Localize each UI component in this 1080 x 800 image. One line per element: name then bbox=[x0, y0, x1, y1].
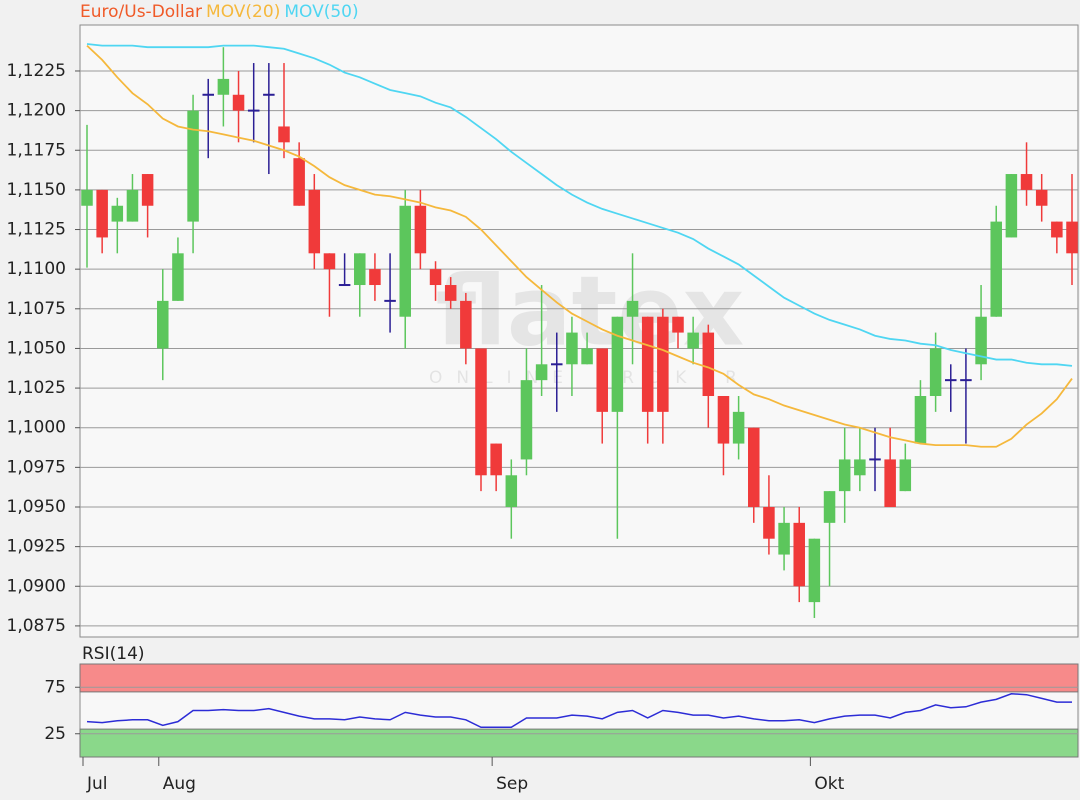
candle-body bbox=[990, 221, 1002, 317]
candle-body bbox=[611, 316, 624, 412]
price-plot-area bbox=[79, 24, 1079, 638]
rsi-label: RSI(14) bbox=[82, 644, 145, 664]
candle-body bbox=[672, 316, 684, 333]
candle-body bbox=[717, 396, 730, 444]
y-tick-label: 1,1150 bbox=[7, 180, 66, 200]
candle-body bbox=[702, 332, 715, 397]
candle-body bbox=[535, 364, 548, 381]
candle-body bbox=[899, 459, 912, 492]
moving-average-line bbox=[86, 44, 1073, 448]
y-tick-label: 75 bbox=[44, 677, 66, 697]
candle-body bbox=[748, 427, 760, 507]
y-tick-label: 1,1000 bbox=[7, 418, 66, 438]
candle-body bbox=[444, 285, 457, 301]
candle-body bbox=[187, 110, 199, 222]
y-tick-label: 1,1125 bbox=[7, 220, 66, 240]
candle-body bbox=[793, 522, 805, 587]
candle-body bbox=[975, 316, 987, 365]
candle-body bbox=[429, 269, 442, 286]
candle-body bbox=[323, 253, 336, 270]
candle-body bbox=[217, 78, 230, 95]
candle-body bbox=[111, 205, 124, 222]
candle-body bbox=[687, 332, 699, 349]
y-tick-label: 1,0950 bbox=[7, 497, 66, 517]
candle-body bbox=[96, 189, 108, 238]
y-tick-label: 1,1100 bbox=[7, 259, 66, 279]
candle-body bbox=[763, 506, 775, 539]
candle-body bbox=[369, 269, 381, 286]
candle-body bbox=[308, 189, 321, 254]
y-tick-label: 1,1225 bbox=[7, 61, 66, 81]
x-tick-label: Jul bbox=[86, 774, 108, 794]
candle-body bbox=[657, 316, 669, 412]
y-tick-label: 25 bbox=[44, 724, 66, 744]
candle-body bbox=[581, 348, 593, 365]
candle-body bbox=[566, 332, 578, 365]
candle-body bbox=[808, 538, 821, 603]
legend-entry: MOV(20) bbox=[206, 2, 280, 22]
legend: Euro/Us-Dollar MOV(20) MOV(50) bbox=[80, 2, 359, 22]
candle-body bbox=[641, 316, 654, 412]
y-tick-label: 1,0925 bbox=[7, 537, 66, 557]
y-tick-label: 1,1050 bbox=[7, 338, 66, 358]
y-tick-label: 1,0875 bbox=[7, 616, 66, 636]
candle-body bbox=[414, 205, 427, 254]
y-tick-label: 1,1025 bbox=[7, 378, 66, 398]
candle-body bbox=[490, 443, 502, 476]
candle-body bbox=[399, 205, 411, 317]
x-tick-label: Aug bbox=[163, 774, 196, 794]
y-tick-label: 1,1175 bbox=[7, 140, 66, 160]
y-tick-label: 1,1075 bbox=[7, 299, 66, 319]
candle-body bbox=[1035, 189, 1048, 206]
candle-body bbox=[1066, 221, 1078, 254]
y-tick-label: 1,1200 bbox=[7, 101, 66, 121]
candle-body bbox=[929, 348, 942, 397]
candle-body bbox=[460, 300, 472, 349]
candle-body bbox=[732, 411, 745, 444]
candle-body bbox=[823, 491, 836, 523]
x-tick-label: Sep bbox=[496, 774, 528, 794]
moving-average-line bbox=[86, 43, 1073, 367]
candle-body bbox=[1020, 174, 1033, 190]
candle-body bbox=[838, 459, 851, 492]
candle-body bbox=[141, 174, 154, 206]
candle-body bbox=[157, 300, 169, 349]
candle-body bbox=[1005, 174, 1018, 238]
candle-body bbox=[854, 459, 866, 476]
candle-body bbox=[1051, 221, 1063, 238]
candle-body bbox=[232, 94, 245, 111]
candle-body bbox=[626, 300, 639, 317]
candle-body bbox=[884, 459, 896, 507]
y-tick-label: 1,0900 bbox=[7, 576, 66, 596]
candle-body bbox=[520, 380, 533, 460]
rsi-line bbox=[86, 693, 1072, 728]
candle-body bbox=[354, 253, 366, 286]
candle-body bbox=[778, 522, 790, 555]
legend-entry: Euro/Us-Dollar bbox=[80, 2, 202, 22]
candle-body bbox=[914, 396, 927, 444]
candle-body bbox=[126, 189, 139, 222]
candle-body bbox=[172, 253, 184, 301]
y-tick-label: 1,0975 bbox=[7, 457, 66, 477]
candle-body bbox=[81, 189, 93, 206]
candle-body bbox=[596, 348, 608, 412]
candle-body bbox=[278, 126, 290, 143]
candle-body bbox=[293, 158, 305, 206]
candle-body bbox=[475, 348, 487, 476]
x-tick-label: Okt bbox=[814, 774, 844, 794]
candle-body bbox=[505, 475, 518, 507]
legend-entry: MOV(50) bbox=[284, 2, 358, 22]
